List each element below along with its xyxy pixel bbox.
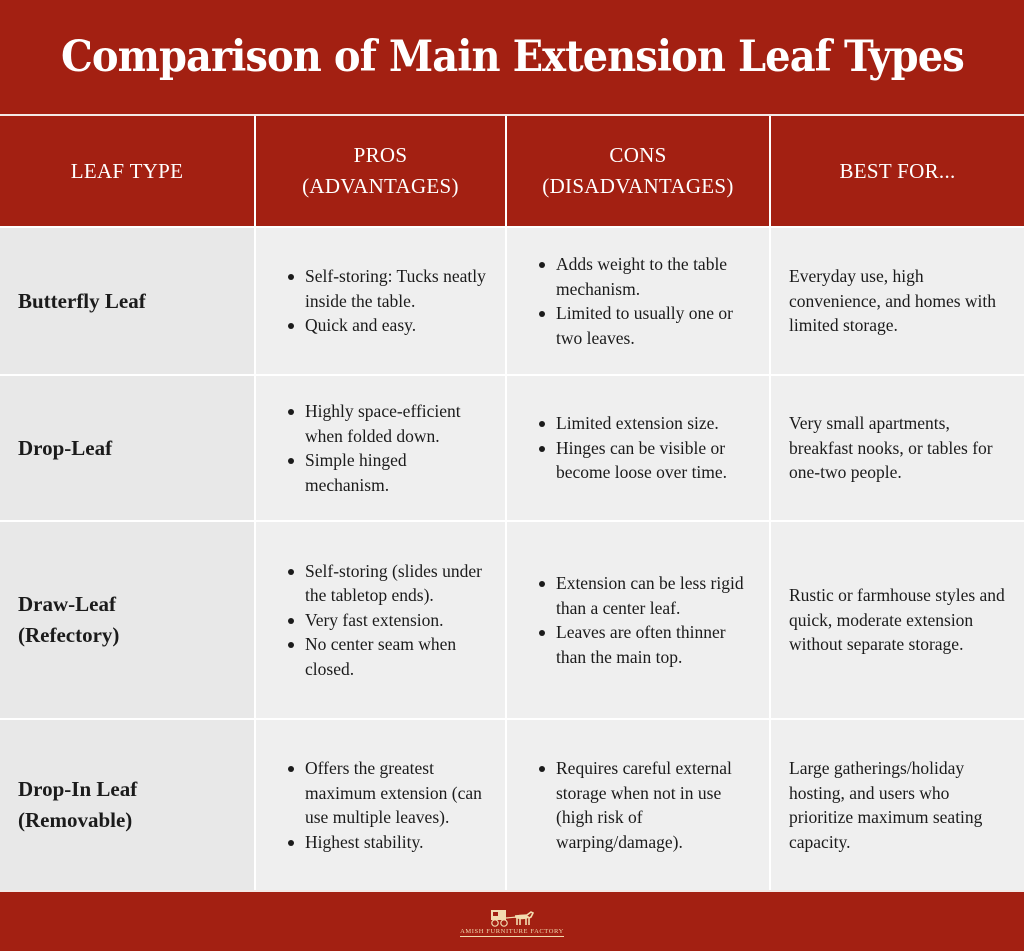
best-for-text: Everyday use, high convenience, and home… [789,266,997,336]
table-row-leaf-type: Butterfly Leaf [0,228,254,374]
list-item: Self-storing (slides under the tabletop … [286,559,495,608]
page-title: Comparison of Main Extension Leaf Types [60,32,965,82]
header-cons: CONS (DISADVANTAGES) [507,116,769,226]
leaf-type-name: Drop-Leaf [18,435,113,460]
pros-list: Offers the greatest maximum extension (c… [286,756,495,854]
pros-list: Self-storing (slides under the tabletop … [286,559,495,682]
table-row-leaf-type: Draw-Leaf (Refectory) [0,522,254,718]
header-best-for: BEST FOR... [771,116,1024,226]
list-item: Quick and easy. [286,313,495,338]
cons-cell: Extension can be less rigid than a cente… [507,522,769,718]
list-item: Highly space-efficient when folded down. [286,399,495,448]
comparison-table: LEAF TYPE PROS (ADVANTAGES) CONS (DISADV… [0,116,1024,890]
cons-cell: Limited extension size. Hinges can be vi… [507,376,769,520]
cons-list: Requires careful external storage when n… [537,756,759,854]
table-row-leaf-type: Drop-In Leaf (Removable) [0,720,254,890]
list-item: Offers the greatest maximum extension (c… [286,756,495,830]
cons-cell: Adds weight to the table mechanism. Limi… [507,228,769,374]
best-for-cell: Everyday use, high convenience, and home… [771,228,1024,374]
leaf-type-name: Butterfly Leaf [18,288,146,313]
table-row-leaf-type: Drop-Leaf [0,376,254,520]
list-item: Highest stability. [286,830,495,855]
list-item: Self-storing: Tucks neatly inside the ta… [286,264,495,313]
leaf-type-name: Drop-In Leaf (Removable) [18,777,138,832]
list-item: Requires careful external storage when n… [537,756,759,854]
cons-list: Extension can be less rigid than a cente… [537,571,759,669]
best-for-cell: Rustic or farmhouse styles and quick, mo… [771,522,1024,718]
list-item: Extension can be less rigid than a cente… [537,571,759,620]
pros-cell: Self-storing (slides under the tabletop … [256,522,505,718]
title-banner: Comparison of Main Extension Leaf Types [0,0,1024,116]
cons-list: Adds weight to the table mechanism. Limi… [537,252,759,350]
logo-text: Amish Furniture Factory [460,928,564,937]
header-leaf-type: LEAF TYPE [0,116,254,226]
best-for-text: Large gatherings/holiday hosting, and us… [789,758,983,852]
header-pros: PROS (ADVANTAGES) [256,116,505,226]
list-item: Limited to usually one or two leaves. [537,301,759,350]
leaf-type-name: Draw-Leaf (Refectory) [18,592,120,647]
horse-and-buggy-icon [491,910,535,927]
cons-cell: Requires careful external storage when n… [507,720,769,890]
list-item: Limited extension size. [537,411,759,436]
list-item: Adds weight to the table mechanism. [537,252,759,301]
pros-list: Self-storing: Tucks neatly inside the ta… [286,264,495,338]
list-item: Very fast extension. [286,608,495,633]
list-item: No center seam when closed. [286,632,495,681]
pros-cell: Self-storing: Tucks neatly inside the ta… [256,228,505,374]
pros-cell: Highly space-efficient when folded down.… [256,376,505,520]
cons-list: Limited extension size. Hinges can be vi… [537,411,759,485]
best-for-text: Rustic or farmhouse styles and quick, mo… [789,585,1005,655]
list-item: Simple hinged mechanism. [286,448,495,497]
best-for-cell: Large gatherings/holiday hosting, and us… [771,720,1024,890]
list-item: Hinges can be visible or become loose ov… [537,436,759,485]
best-for-cell: Very small apartments, breakfast nooks, … [771,376,1024,520]
footer-banner: Amish Furniture Factory [0,890,1024,951]
best-for-text: Very small apartments, breakfast nooks, … [789,413,993,483]
pros-cell: Offers the greatest maximum extension (c… [256,720,505,890]
pros-list: Highly space-efficient when folded down.… [286,399,495,497]
list-item: Leaves are often thinner than the main t… [537,620,759,669]
